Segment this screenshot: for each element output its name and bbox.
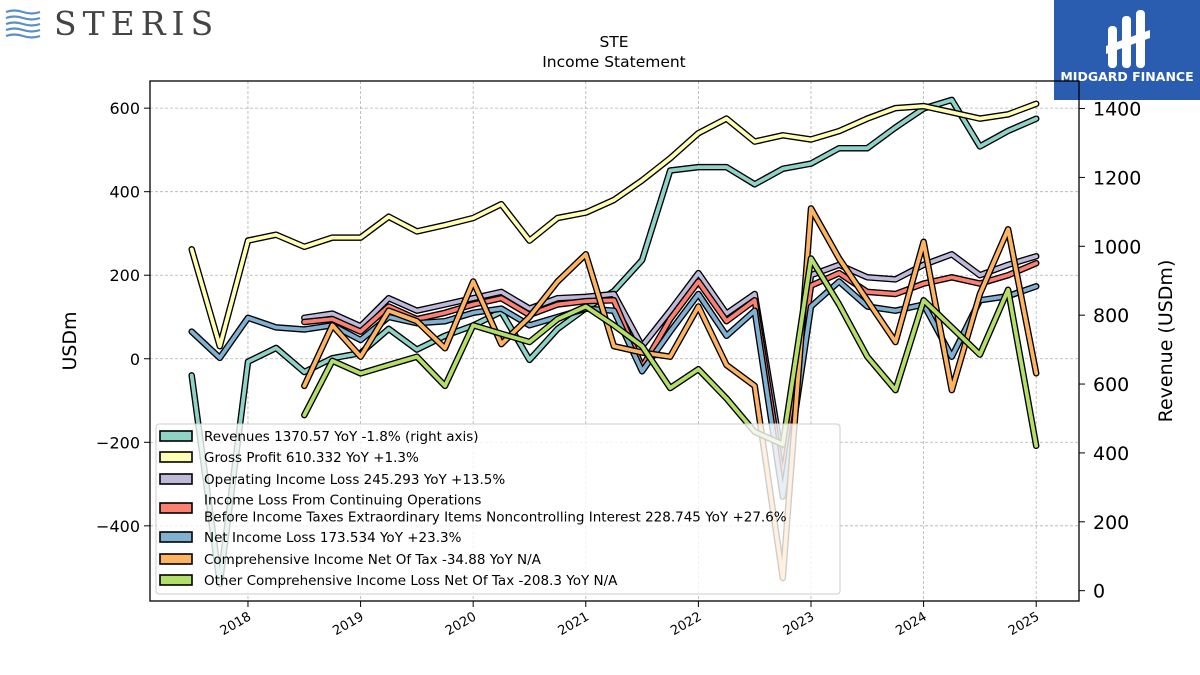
right-tick-label: 800 xyxy=(1093,305,1129,327)
legend-label: Net Income Loss 173.534 YoY +23.3% xyxy=(204,530,462,546)
x-tick-label: 2023 xyxy=(781,609,817,639)
legend-swatch xyxy=(159,430,193,442)
right-tick-label: 200 xyxy=(1093,512,1129,534)
legend-swatch xyxy=(159,473,193,485)
series-6 xyxy=(301,255,1040,450)
right-tick-label: 600 xyxy=(1093,374,1129,396)
legend-swatch xyxy=(159,553,193,565)
left-tick-label: 600 xyxy=(109,99,140,118)
legend-box xyxy=(155,423,841,595)
chart-subtitle: Income Statement xyxy=(542,53,686,71)
left-tick-label: 200 xyxy=(109,266,140,285)
left-tick-label: 0 xyxy=(130,350,140,369)
left-tick-label: −400 xyxy=(96,517,140,536)
series-line xyxy=(189,101,1039,349)
series-line xyxy=(302,256,1039,448)
right-tick-label: 1000 xyxy=(1093,236,1141,258)
midgard-finance-logo: MIDGARD FINANCE xyxy=(1054,0,1200,100)
legend-label: Operating Income Loss 245.293 YoY +13.5% xyxy=(204,472,505,488)
x-tick-label: 2019 xyxy=(330,609,366,639)
midgard-emblem-icon xyxy=(1106,10,1150,68)
midgard-finance-label: MIDGARD FINANCE xyxy=(1060,69,1194,84)
legend-swatch xyxy=(159,502,193,514)
series-5 xyxy=(301,205,1040,582)
right-tick-label: 0 xyxy=(1093,581,1105,603)
x-tick-label: 2022 xyxy=(668,609,704,639)
steris-logo: STERIS xyxy=(4,4,219,43)
legend: Revenues 1370.57 YoY -1.8% (right axis) G… xyxy=(155,423,841,595)
right-axis-label: Revenue (USDm) xyxy=(1155,260,1177,423)
left-axis-label: USDm xyxy=(59,311,81,370)
left-tick-label: 400 xyxy=(109,183,140,202)
legend-swatch xyxy=(159,574,193,586)
legend-label: Before Income Taxes Extraordinary Items … xyxy=(204,510,787,526)
plot-frame xyxy=(149,80,1080,602)
x-tick-label: 2024 xyxy=(893,609,929,639)
right-tick-label: 400 xyxy=(1093,443,1129,465)
series-line xyxy=(302,206,1039,580)
brand-name: STERIS xyxy=(54,4,220,43)
legend-swatch xyxy=(159,451,193,463)
right-tick-label: 1400 xyxy=(1093,99,1141,121)
legend-label: Revenues 1370.57 YoY -1.8% (right axis) xyxy=(204,429,479,445)
x-tick-label: 2021 xyxy=(556,609,592,639)
left-tick-label: −200 xyxy=(96,433,140,452)
legend-label: Gross Profit 610.332 YoY +1.3% xyxy=(204,450,419,466)
legend-swatch xyxy=(159,531,193,543)
x-tick-label: 2020 xyxy=(443,609,479,639)
right-tick-label: 1200 xyxy=(1093,167,1141,189)
waves-icon xyxy=(5,8,41,39)
legend-label: Income Loss From Continuing Operations xyxy=(204,493,481,509)
series-1 xyxy=(188,100,1040,350)
x-tick-label: 2018 xyxy=(218,609,254,639)
legend-label: Other Comprehensive Income Loss Net Of T… xyxy=(204,573,618,589)
x-tick-label: 2025 xyxy=(1006,609,1042,639)
chart-title: STE xyxy=(599,33,628,51)
series-lines xyxy=(188,96,1040,588)
legend-label: Comprehensive Income Net Of Tax -34.88 Y… xyxy=(204,552,542,568)
